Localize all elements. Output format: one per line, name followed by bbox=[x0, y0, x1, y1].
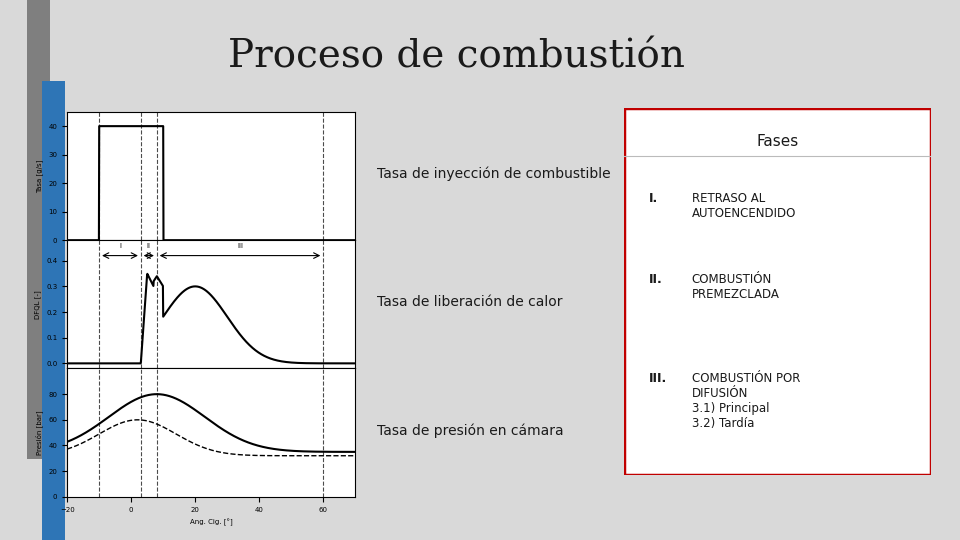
Y-axis label: Tasa [g/s]: Tasa [g/s] bbox=[36, 159, 43, 193]
Polygon shape bbox=[42, 81, 65, 540]
FancyBboxPatch shape bbox=[624, 108, 931, 475]
X-axis label: Ang. Cig. [°]: Ang. Cig. [°] bbox=[190, 518, 232, 525]
Text: COMBUSTIÓN
PREMEZCLADA: COMBUSTIÓN PREMEZCLADA bbox=[691, 273, 780, 301]
Text: Proceso de combustión: Proceso de combustión bbox=[228, 38, 685, 75]
Text: II.: II. bbox=[649, 273, 662, 286]
Polygon shape bbox=[27, 0, 50, 459]
Text: Tasa de liberación de calor: Tasa de liberación de calor bbox=[376, 295, 563, 309]
Text: I: I bbox=[119, 243, 121, 249]
Text: Fases: Fases bbox=[756, 134, 799, 148]
Text: III.: III. bbox=[649, 373, 667, 386]
Text: I.: I. bbox=[649, 192, 658, 205]
Text: III: III bbox=[237, 243, 243, 249]
Text: Tasa de inyección de combustible: Tasa de inyección de combustible bbox=[376, 167, 611, 181]
Text: Tasa de presión en cámara: Tasa de presión en cámara bbox=[376, 423, 564, 438]
Y-axis label: Presión [bar]: Presión [bar] bbox=[36, 410, 43, 455]
Text: II: II bbox=[147, 243, 151, 249]
Text: RETRASO AL
AUTOENCENDIDO: RETRASO AL AUTOENCENDIDO bbox=[691, 192, 796, 220]
Y-axis label: DFQL [-]: DFQL [-] bbox=[34, 290, 40, 319]
Text: COMBUSTIÓN POR
DIFUSIÓN
3.1) Principal
3.2) Tardía: COMBUSTIÓN POR DIFUSIÓN 3.1) Principal 3… bbox=[691, 373, 800, 430]
